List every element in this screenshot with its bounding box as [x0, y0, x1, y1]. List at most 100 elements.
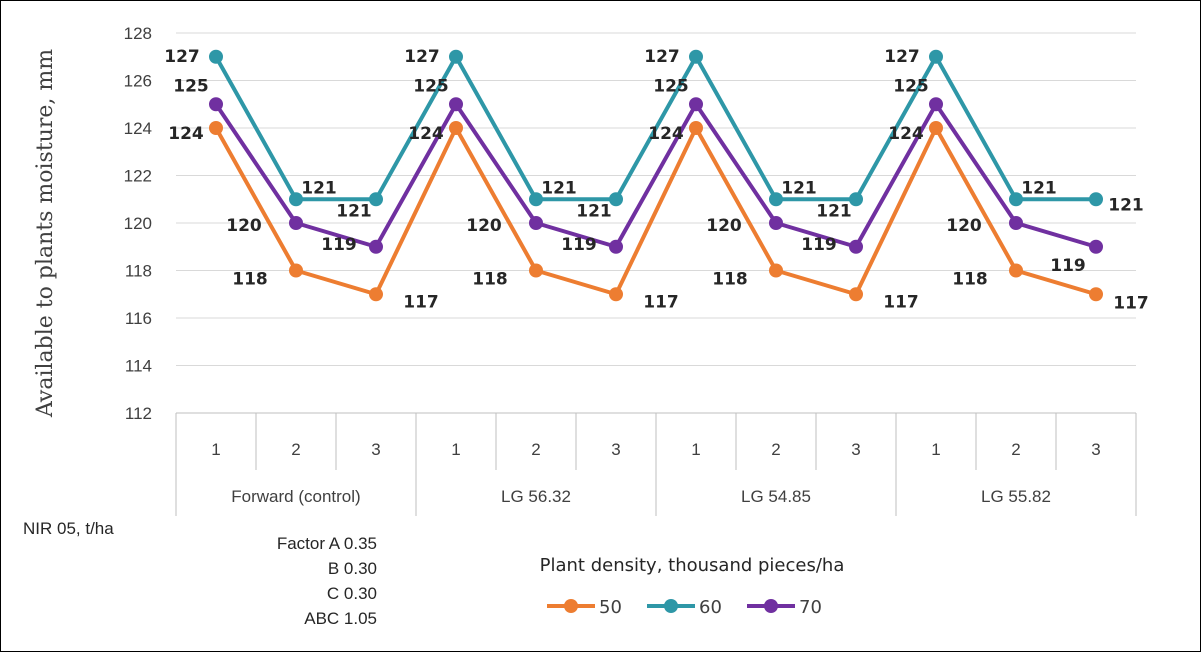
x-tick-label: 1 [931, 440, 940, 459]
data-point-70 [769, 216, 783, 230]
data-label-50: 118 [712, 270, 748, 290]
nir-title: NIR 05, t/ha [23, 519, 114, 538]
data-point-50 [609, 287, 623, 302]
data-point-70 [209, 97, 223, 112]
data-point-50 [689, 121, 703, 135]
data-label-70: 120 [226, 216, 262, 236]
data-label-70: 120 [706, 216, 742, 236]
data-label-60: 127 [644, 47, 680, 67]
data-point-60 [209, 49, 223, 64]
data-label-70: 120 [946, 216, 982, 236]
data-label-70: 125 [413, 76, 449, 96]
data-label-50: 117 [1113, 293, 1149, 313]
data-point-60 [1009, 192, 1023, 207]
data-label-50: 118 [952, 270, 988, 290]
y-tick-label: 112 [125, 404, 152, 423]
data-point-50 [1009, 263, 1023, 278]
data-point-70 [689, 97, 703, 112]
data-point-50 [449, 121, 463, 135]
data-label-70: 120 [466, 216, 502, 236]
axes: 112 114 116 118 120 122 124 126 128 1 2 3 1 2 3 1 2 3 1 2 3 F… [124, 24, 1137, 516]
data-label-60: 121 [576, 201, 612, 221]
data-label-50: 124 [648, 124, 684, 144]
data-point-60 [689, 49, 703, 64]
data-point-70 [849, 239, 863, 254]
y-axis-title: Available to plants moisture, mm [33, 49, 58, 418]
nir-c: C 0.30 [326, 584, 377, 603]
legend-swatch-marker-50 [564, 599, 578, 613]
x-axis-title: Plant density, thousand pieces/ha [540, 555, 845, 576]
data-point-70 [449, 97, 463, 112]
data-label-70: 125 [173, 76, 209, 96]
data-label-50: 124 [168, 124, 204, 144]
legend-label-50: 50 [599, 597, 622, 618]
data-label-60: 121 [336, 201, 372, 221]
data-label-70: 119 [561, 235, 597, 255]
data-label-60: 127 [884, 47, 920, 67]
data-label-60: 127 [164, 47, 200, 67]
series-lines [209, 49, 1103, 302]
data-point-50 [769, 263, 783, 278]
data-label-60: 121 [781, 178, 817, 198]
data-point-50 [209, 121, 223, 135]
data-point-60 [609, 192, 623, 207]
data-label-50: 118 [472, 270, 508, 290]
x-tick-label: 3 [371, 440, 380, 459]
data-point-60 [369, 192, 383, 207]
data-label-70: 125 [653, 76, 689, 96]
data-label-70: 125 [893, 76, 929, 96]
y-tick-label: 120 [124, 214, 152, 233]
nir-abc: ABC 1.05 [304, 609, 377, 628]
x-tick-label: 3 [611, 440, 620, 459]
y-tick-label: 124 [124, 119, 152, 138]
data-label-60: 127 [404, 47, 440, 67]
series-line-50 [214, 126, 1097, 297]
group-label: LG 54.85 [741, 487, 811, 506]
data-label-50: 117 [643, 292, 679, 312]
legend: 50 60 70 [547, 597, 822, 618]
legend-label-60: 60 [699, 597, 722, 618]
x-tick-label: 1 [211, 440, 220, 459]
x-tick-label: 2 [531, 440, 540, 459]
data-label-70: 119 [801, 235, 837, 255]
legend-label-70: 70 [799, 597, 822, 618]
series-line-70 [214, 102, 1097, 249]
data-label-70: 119 [321, 235, 357, 255]
data-point-50 [289, 263, 303, 278]
data-point-60 [849, 192, 863, 207]
data-label-60: 121 [301, 178, 337, 198]
data-point-70 [529, 216, 543, 230]
x-tick-label: 1 [451, 440, 460, 459]
data-label-50: 118 [232, 270, 268, 290]
group-label: LG 56.32 [501, 487, 571, 506]
data-label-60: 121 [1021, 178, 1057, 198]
data-label-60: 121 [541, 178, 577, 198]
y-tick-label: 128 [124, 24, 152, 43]
y-tick-label: 118 [125, 262, 152, 281]
data-point-70 [609, 239, 623, 254]
data-point-50 [369, 287, 383, 302]
data-point-60 [769, 192, 783, 207]
data-label-50: 124 [408, 124, 444, 144]
series-line-60 [214, 54, 1096, 202]
data-point-50 [929, 121, 943, 135]
data-point-50 [1089, 287, 1103, 302]
data-point-70 [1089, 239, 1103, 254]
x-tick-label: 3 [851, 440, 860, 459]
data-label-60: 121 [1108, 195, 1144, 215]
data-label-50: 117 [883, 292, 919, 312]
nir-b: B 0.30 [327, 559, 377, 578]
legend-swatch-marker-60 [664, 599, 678, 613]
y-tick-label: 116 [125, 309, 152, 328]
y-tick-label: 122 [124, 167, 152, 186]
nir-factor-a: Factor A 0.35 [276, 534, 377, 553]
data-point-60 [289, 192, 303, 207]
y-tick-label: 126 [124, 72, 152, 91]
data-point-70 [1009, 216, 1023, 230]
y-tick-label: 114 [125, 357, 152, 376]
data-label-50: 124 [888, 124, 924, 144]
data-point-70 [929, 97, 943, 112]
data-point-60 [1089, 192, 1103, 207]
